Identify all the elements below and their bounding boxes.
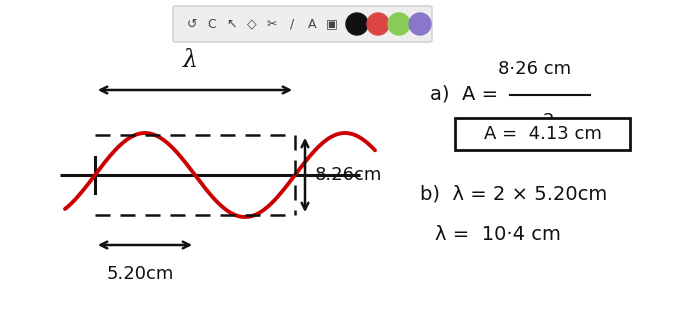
Circle shape (346, 13, 368, 35)
Text: λ =  10·4 cm: λ = 10·4 cm (435, 225, 561, 244)
FancyBboxPatch shape (173, 6, 432, 42)
Text: 8.26cm: 8.26cm (315, 166, 382, 184)
Text: ✂: ✂ (267, 17, 277, 30)
Text: A =  4.13 cm: A = 4.13 cm (484, 125, 602, 143)
Text: ↺: ↺ (187, 17, 197, 30)
FancyBboxPatch shape (455, 118, 630, 150)
Circle shape (367, 13, 389, 35)
Text: 8·26 cm: 8·26 cm (498, 60, 572, 78)
Text: ◇: ◇ (247, 17, 257, 30)
Text: ↖: ↖ (227, 17, 237, 30)
Text: ▣: ▣ (326, 17, 338, 30)
Text: 5.20cm: 5.20cm (106, 265, 174, 283)
Text: λ: λ (183, 49, 197, 72)
Text: b)  λ = 2 × 5.20cm: b) λ = 2 × 5.20cm (420, 185, 608, 204)
Text: A: A (308, 17, 316, 30)
Text: a)  A =: a) A = (430, 85, 505, 104)
Circle shape (388, 13, 410, 35)
Text: /: / (290, 17, 294, 30)
Text: 2: 2 (542, 112, 554, 130)
Text: C: C (208, 17, 216, 30)
Circle shape (409, 13, 431, 35)
